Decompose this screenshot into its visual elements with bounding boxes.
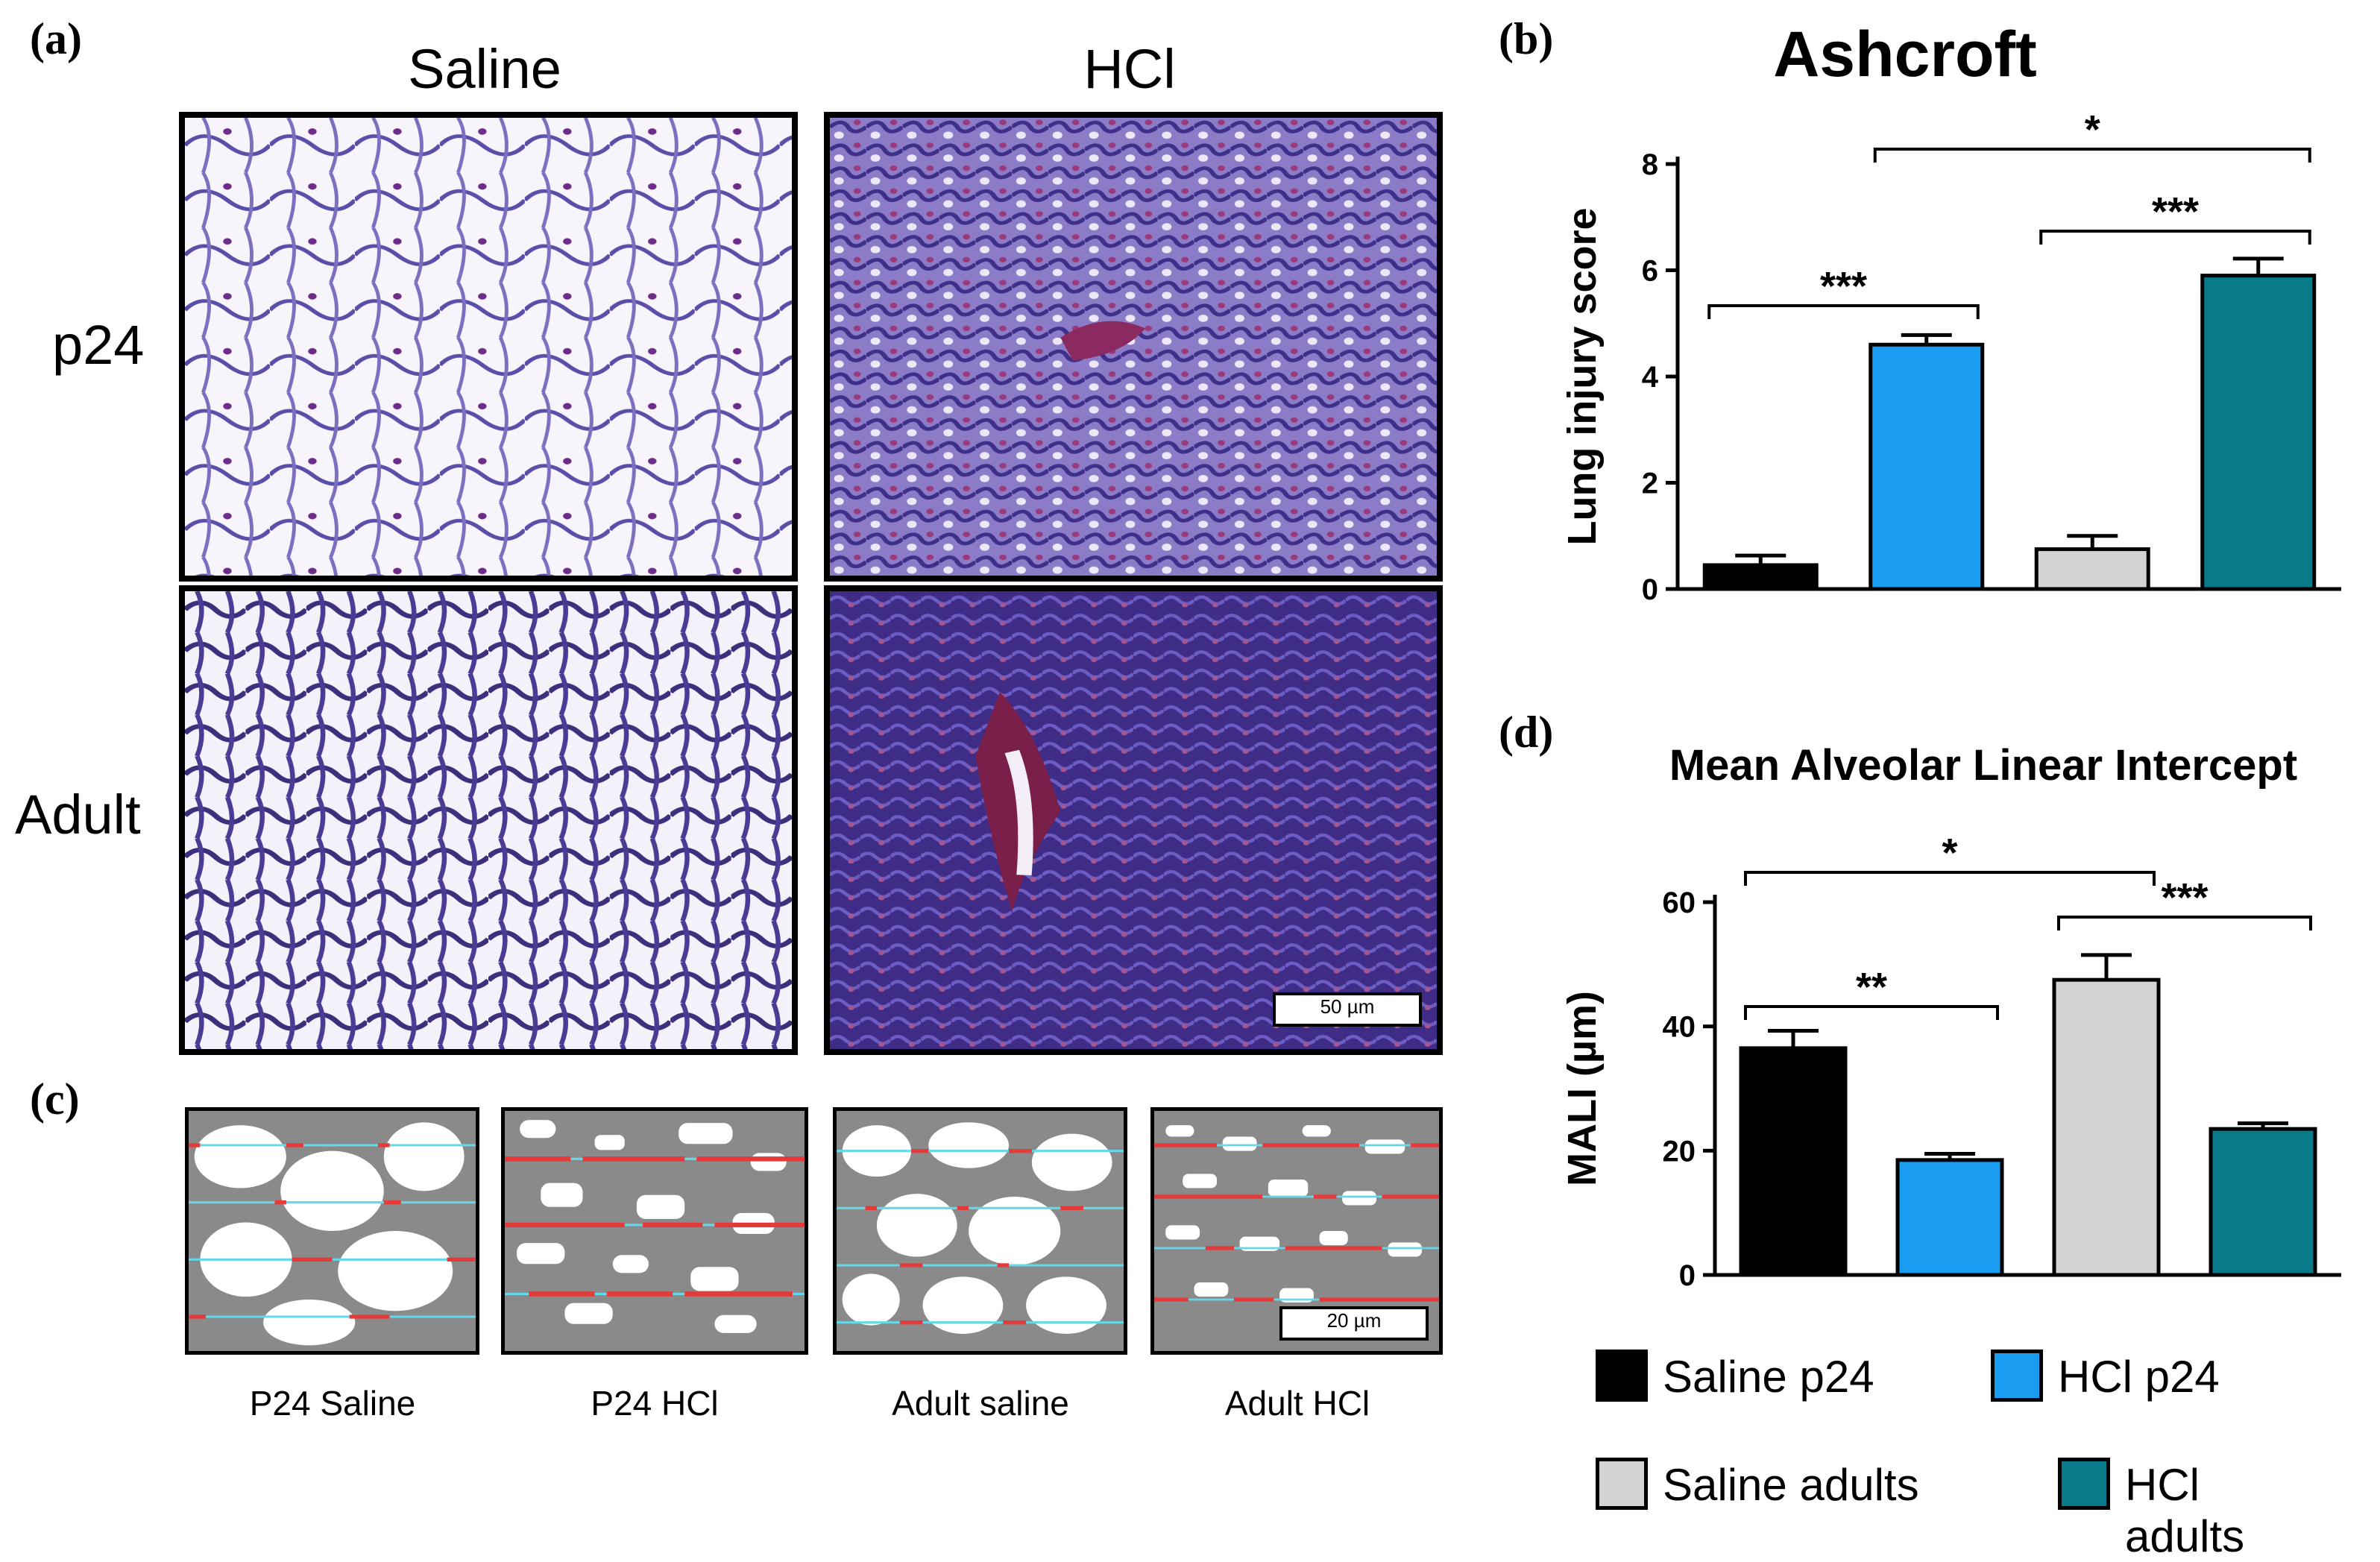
significance-bracket bbox=[1744, 871, 2156, 886]
y-axis-label: MALI (µm) bbox=[1560, 991, 1605, 1186]
y-tick-label: 40 bbox=[1663, 1011, 1696, 1044]
legend-swatch-hcl-adults bbox=[2058, 1458, 2110, 1510]
significance-bracket bbox=[1873, 148, 2311, 163]
y-tick-label: 6 bbox=[1642, 255, 1658, 288]
significance-label: *** bbox=[1820, 264, 1867, 309]
micrograph-saline-p24 bbox=[179, 112, 798, 582]
panel-d-letter: (d) bbox=[1499, 708, 1554, 757]
panel-a-letter: (a) bbox=[30, 14, 82, 63]
bar-hcl-adults bbox=[2200, 274, 2317, 591]
caption-adult-saline: Adult saline bbox=[892, 1384, 1069, 1423]
mali-image-adult-saline bbox=[833, 1107, 1127, 1355]
scale-bar-20um: 20 µm bbox=[1279, 1306, 1429, 1341]
significance-label: *** bbox=[2152, 189, 2199, 234]
y-axis-label: Lung injury score bbox=[1560, 207, 1605, 545]
y-tick-label: 2 bbox=[1642, 467, 1658, 500]
mali-image-adult-hcl: 20 µm bbox=[1150, 1107, 1443, 1355]
y-tick-label: 60 bbox=[1663, 887, 1696, 919]
significance-bracket bbox=[1707, 304, 1980, 319]
legend-label-hcl-adults: HCl adults bbox=[2125, 1460, 2245, 1561]
caption-p24-hcl: P24 HCl bbox=[591, 1384, 719, 1423]
scale-bar-50um: 50 µm bbox=[1273, 992, 1422, 1027]
significance-label: *** bbox=[2161, 875, 2208, 920]
chart-title: Ashcroft bbox=[1773, 19, 2037, 90]
mali-chart: Mean Alveolar Linear Intercept MALI (µm) 0… bbox=[1560, 741, 2341, 1292]
row-heading-adult: Adult bbox=[15, 784, 141, 845]
chart-title: Mean Alveolar Linear Intercept bbox=[1669, 741, 2297, 790]
bar-saline-p24 bbox=[1739, 1046, 1848, 1277]
panel-c-letter: (c) bbox=[30, 1074, 80, 1124]
bar-hcl-p24 bbox=[1895, 1158, 2004, 1277]
bar-saline-adults bbox=[2052, 977, 2161, 1277]
bar-saline-p24 bbox=[1702, 563, 1819, 591]
y-tick-label: 0 bbox=[1679, 1259, 1696, 1292]
significance-label: ** bbox=[1856, 965, 1887, 1010]
significance-bracket bbox=[2039, 230, 2311, 245]
bar-hcl-p24 bbox=[1869, 342, 1985, 591]
bar-saline-adults bbox=[2034, 547, 2150, 591]
micrograph-hcl-p24 bbox=[824, 112, 1443, 582]
y-tick-label: 4 bbox=[1642, 361, 1659, 394]
y-tick-label: 20 bbox=[1663, 1135, 1696, 1168]
micrograph-hcl-adult: 50 µm bbox=[824, 585, 1443, 1055]
legend-label-saline-p24: Saline p24 bbox=[1663, 1352, 1874, 1402]
chart-legend: Saline p24 HCl p24 Saline adults HCl adu… bbox=[1543, 1335, 2326, 1561]
y-tick-label: 0 bbox=[1642, 573, 1658, 606]
panel-b-letter: (b) bbox=[1499, 14, 1554, 63]
column-heading-hcl: HCl bbox=[1083, 38, 1176, 100]
significance-bracket bbox=[2057, 916, 2312, 930]
caption-p24-saline: P24 Saline bbox=[249, 1384, 416, 1423]
significance-bracket bbox=[1744, 1005, 1999, 1020]
caption-adult-hcl: Adult HCl bbox=[1224, 1384, 1370, 1423]
column-heading-saline: Saline bbox=[408, 38, 561, 100]
significance-label: * bbox=[2085, 107, 2100, 152]
mali-image-p24-saline bbox=[185, 1107, 479, 1355]
micrograph-saline-adult bbox=[179, 585, 798, 1055]
legend-label-hcl-p24: HCl p24 bbox=[2058, 1352, 2220, 1402]
y-tick-label: 8 bbox=[1642, 148, 1658, 181]
mali-image-p24-hcl bbox=[501, 1107, 808, 1355]
row-heading-p24: p24 bbox=[52, 314, 145, 376]
legend-swatch-saline-p24 bbox=[1596, 1350, 1648, 1402]
significance-label: * bbox=[1942, 831, 1957, 875]
legend-swatch-saline-adults bbox=[1596, 1458, 1648, 1510]
bar-hcl-adults bbox=[2209, 1127, 2317, 1277]
legend-swatch-hcl-p24 bbox=[1991, 1350, 2043, 1402]
legend-label-saline-adults: Saline adults bbox=[1663, 1460, 1919, 1510]
